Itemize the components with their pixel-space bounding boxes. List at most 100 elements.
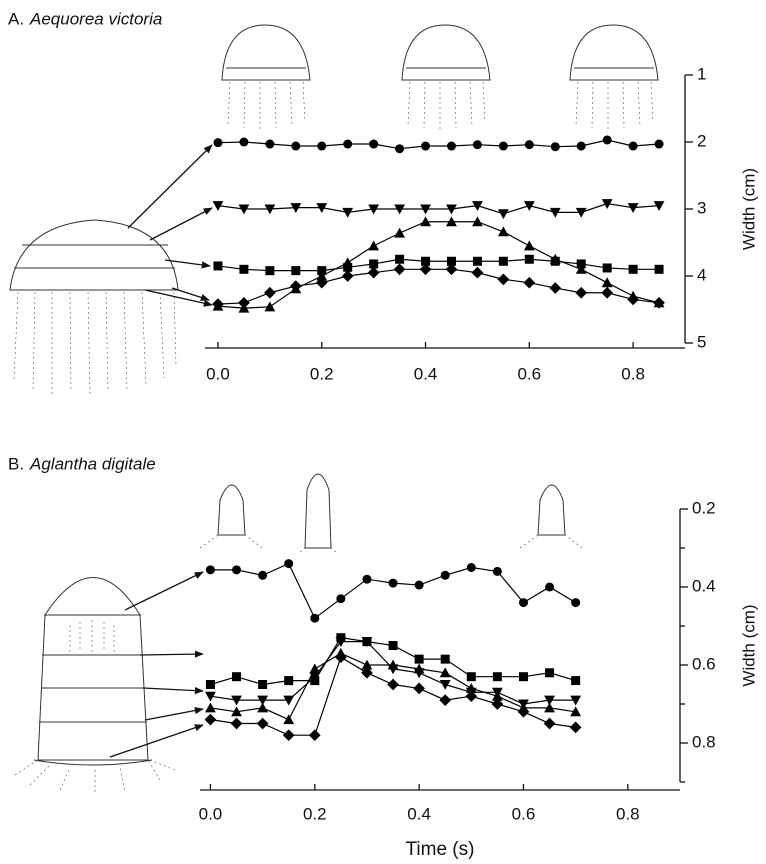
data-point xyxy=(257,695,269,706)
data-point xyxy=(342,257,354,268)
y-tick-label: 1 xyxy=(697,64,706,83)
data-point xyxy=(342,207,354,218)
data-point xyxy=(388,578,398,588)
data-point xyxy=(524,254,534,264)
data-point xyxy=(627,203,639,214)
data-point xyxy=(290,203,302,214)
data-point xyxy=(309,663,321,674)
data-point xyxy=(368,240,380,251)
x-tick-label: 0.2 xyxy=(310,364,334,383)
data-point xyxy=(343,262,353,272)
data-point xyxy=(466,672,476,682)
data-point xyxy=(232,672,242,682)
panel-title: Aglantha digitale xyxy=(29,454,156,473)
data-point xyxy=(282,729,295,742)
panel-label: B. xyxy=(8,454,24,473)
data-point xyxy=(316,270,328,281)
data-point xyxy=(524,140,534,150)
data-point xyxy=(601,277,613,288)
data-point xyxy=(471,266,484,279)
data-point xyxy=(653,201,665,212)
data-point xyxy=(575,286,588,299)
data-point xyxy=(362,574,372,584)
data-point xyxy=(466,563,476,572)
data-point xyxy=(491,698,504,710)
data-point xyxy=(601,286,614,299)
data-point xyxy=(336,594,346,604)
data-point xyxy=(231,695,242,706)
data-point xyxy=(523,201,535,212)
data-point xyxy=(576,141,586,151)
series-line xyxy=(217,139,660,150)
data-point xyxy=(445,263,458,276)
data-point xyxy=(549,253,561,264)
data-point xyxy=(571,676,581,686)
data-point xyxy=(335,637,347,647)
data-point xyxy=(570,695,582,706)
data-point xyxy=(654,139,664,149)
data-point xyxy=(419,263,432,276)
data-point xyxy=(393,263,406,276)
data-point xyxy=(256,717,269,730)
data-point xyxy=(439,694,452,706)
data-point xyxy=(257,702,269,713)
x-tick-label: 0.0 xyxy=(206,364,230,383)
data-point xyxy=(550,142,560,152)
data-point xyxy=(310,613,320,623)
data-point xyxy=(238,296,250,309)
data-point xyxy=(291,266,301,276)
x-tick-label: 0.4 xyxy=(407,804,431,823)
data-point xyxy=(421,256,431,266)
data-point xyxy=(517,705,530,718)
data-point xyxy=(497,226,509,237)
data-point xyxy=(420,216,431,227)
data-point xyxy=(387,659,399,670)
data-point xyxy=(232,565,242,575)
data-point xyxy=(420,204,431,215)
data-point xyxy=(361,666,373,679)
data-point xyxy=(316,203,328,214)
data-point xyxy=(571,598,581,608)
data-point xyxy=(231,706,242,717)
data-point xyxy=(264,204,276,215)
data-point xyxy=(317,141,327,151)
data-point xyxy=(465,683,477,693)
data-point xyxy=(497,273,510,286)
data-point xyxy=(492,672,502,682)
x-tick-label: 0.4 xyxy=(414,364,438,383)
data-point xyxy=(472,216,483,227)
data-point xyxy=(283,714,295,725)
data-point xyxy=(472,140,482,150)
x-tick-label: 0.0 xyxy=(199,804,223,823)
data-point xyxy=(518,672,528,682)
data-point xyxy=(341,270,354,282)
x-tick-label: 0.6 xyxy=(518,364,542,383)
data-point xyxy=(498,256,508,266)
data-point xyxy=(498,141,508,151)
y-tick-label: 2 xyxy=(697,131,706,150)
y-tick-label: 3 xyxy=(697,198,706,217)
data-point xyxy=(414,580,424,590)
series-line xyxy=(217,268,660,305)
x-tick-label: 0.6 xyxy=(512,804,536,823)
y-tick-label: 0.6 xyxy=(692,654,716,673)
data-point xyxy=(213,138,223,148)
data-point xyxy=(446,204,457,215)
data-point xyxy=(361,659,373,670)
data-point xyxy=(439,667,451,678)
data-point xyxy=(653,296,665,309)
data-point xyxy=(446,141,456,151)
data-point xyxy=(284,676,294,686)
data-point xyxy=(230,717,243,730)
data-point xyxy=(491,690,503,701)
data-point xyxy=(258,570,268,580)
data-point xyxy=(440,570,450,580)
data-point xyxy=(440,654,450,664)
series-line xyxy=(217,221,660,309)
data-point xyxy=(575,263,587,274)
data-point xyxy=(518,598,528,608)
data-point xyxy=(545,582,555,592)
x-tick-label: 0.2 xyxy=(303,804,327,823)
data-point xyxy=(602,263,612,273)
data-point xyxy=(239,137,249,147)
